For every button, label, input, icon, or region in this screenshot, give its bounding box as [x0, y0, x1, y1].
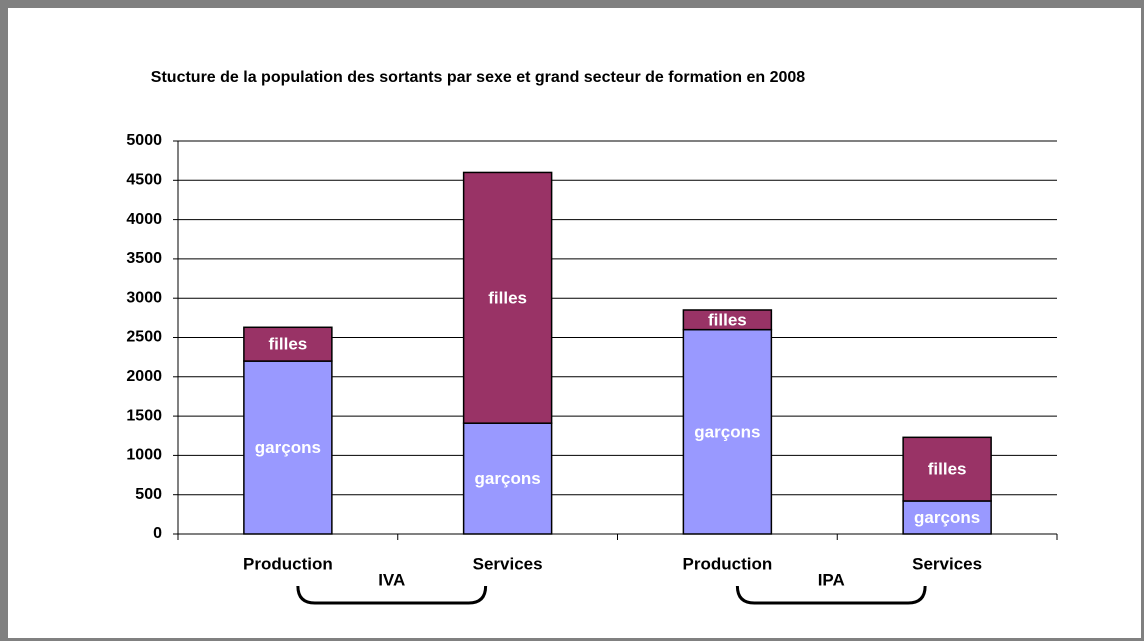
group-label: IPA [818, 570, 845, 589]
y-tick-label: 5000 [126, 132, 162, 149]
bar-segment [902, 500, 992, 535]
group-brace [296, 585, 488, 605]
segment-label: garçons [255, 438, 321, 457]
bar-segment [462, 422, 553, 535]
y-tick-label: 4500 [126, 172, 162, 189]
segment-label: filles [488, 288, 527, 307]
segment-label: filles [708, 310, 747, 329]
y-tick-label: 2500 [126, 329, 162, 346]
segment-label: garçons [475, 469, 541, 488]
y-tick-label: 3000 [126, 289, 162, 306]
chart-title: Stucture de la population des sortants p… [150, 69, 806, 86]
x-tick-label: Services [912, 554, 982, 573]
y-tick-label: 2000 [126, 368, 162, 385]
segment-label: filles [928, 460, 967, 479]
segment-label: garçons [914, 508, 980, 527]
group-label: IVA [378, 570, 405, 589]
x-tick-label: Services [473, 554, 543, 573]
segment-label: garçons [694, 422, 760, 441]
x-tick-label: Production [683, 554, 773, 573]
bar-segment [902, 436, 992, 502]
group-brace [735, 585, 927, 605]
segment-label: filles [269, 335, 308, 354]
bar-segment [462, 171, 553, 424]
bar-segment [243, 326, 333, 362]
x-tick-label: Production [243, 554, 333, 573]
y-tick-label: 1000 [126, 447, 162, 464]
y-tick-label: 0 [153, 525, 162, 542]
y-tick-label: 4000 [126, 211, 162, 228]
y-tick-label: 1500 [126, 407, 162, 424]
bar-segment [682, 309, 773, 331]
y-tick-label: 500 [135, 486, 162, 503]
y-tick-label: 3500 [126, 250, 162, 267]
